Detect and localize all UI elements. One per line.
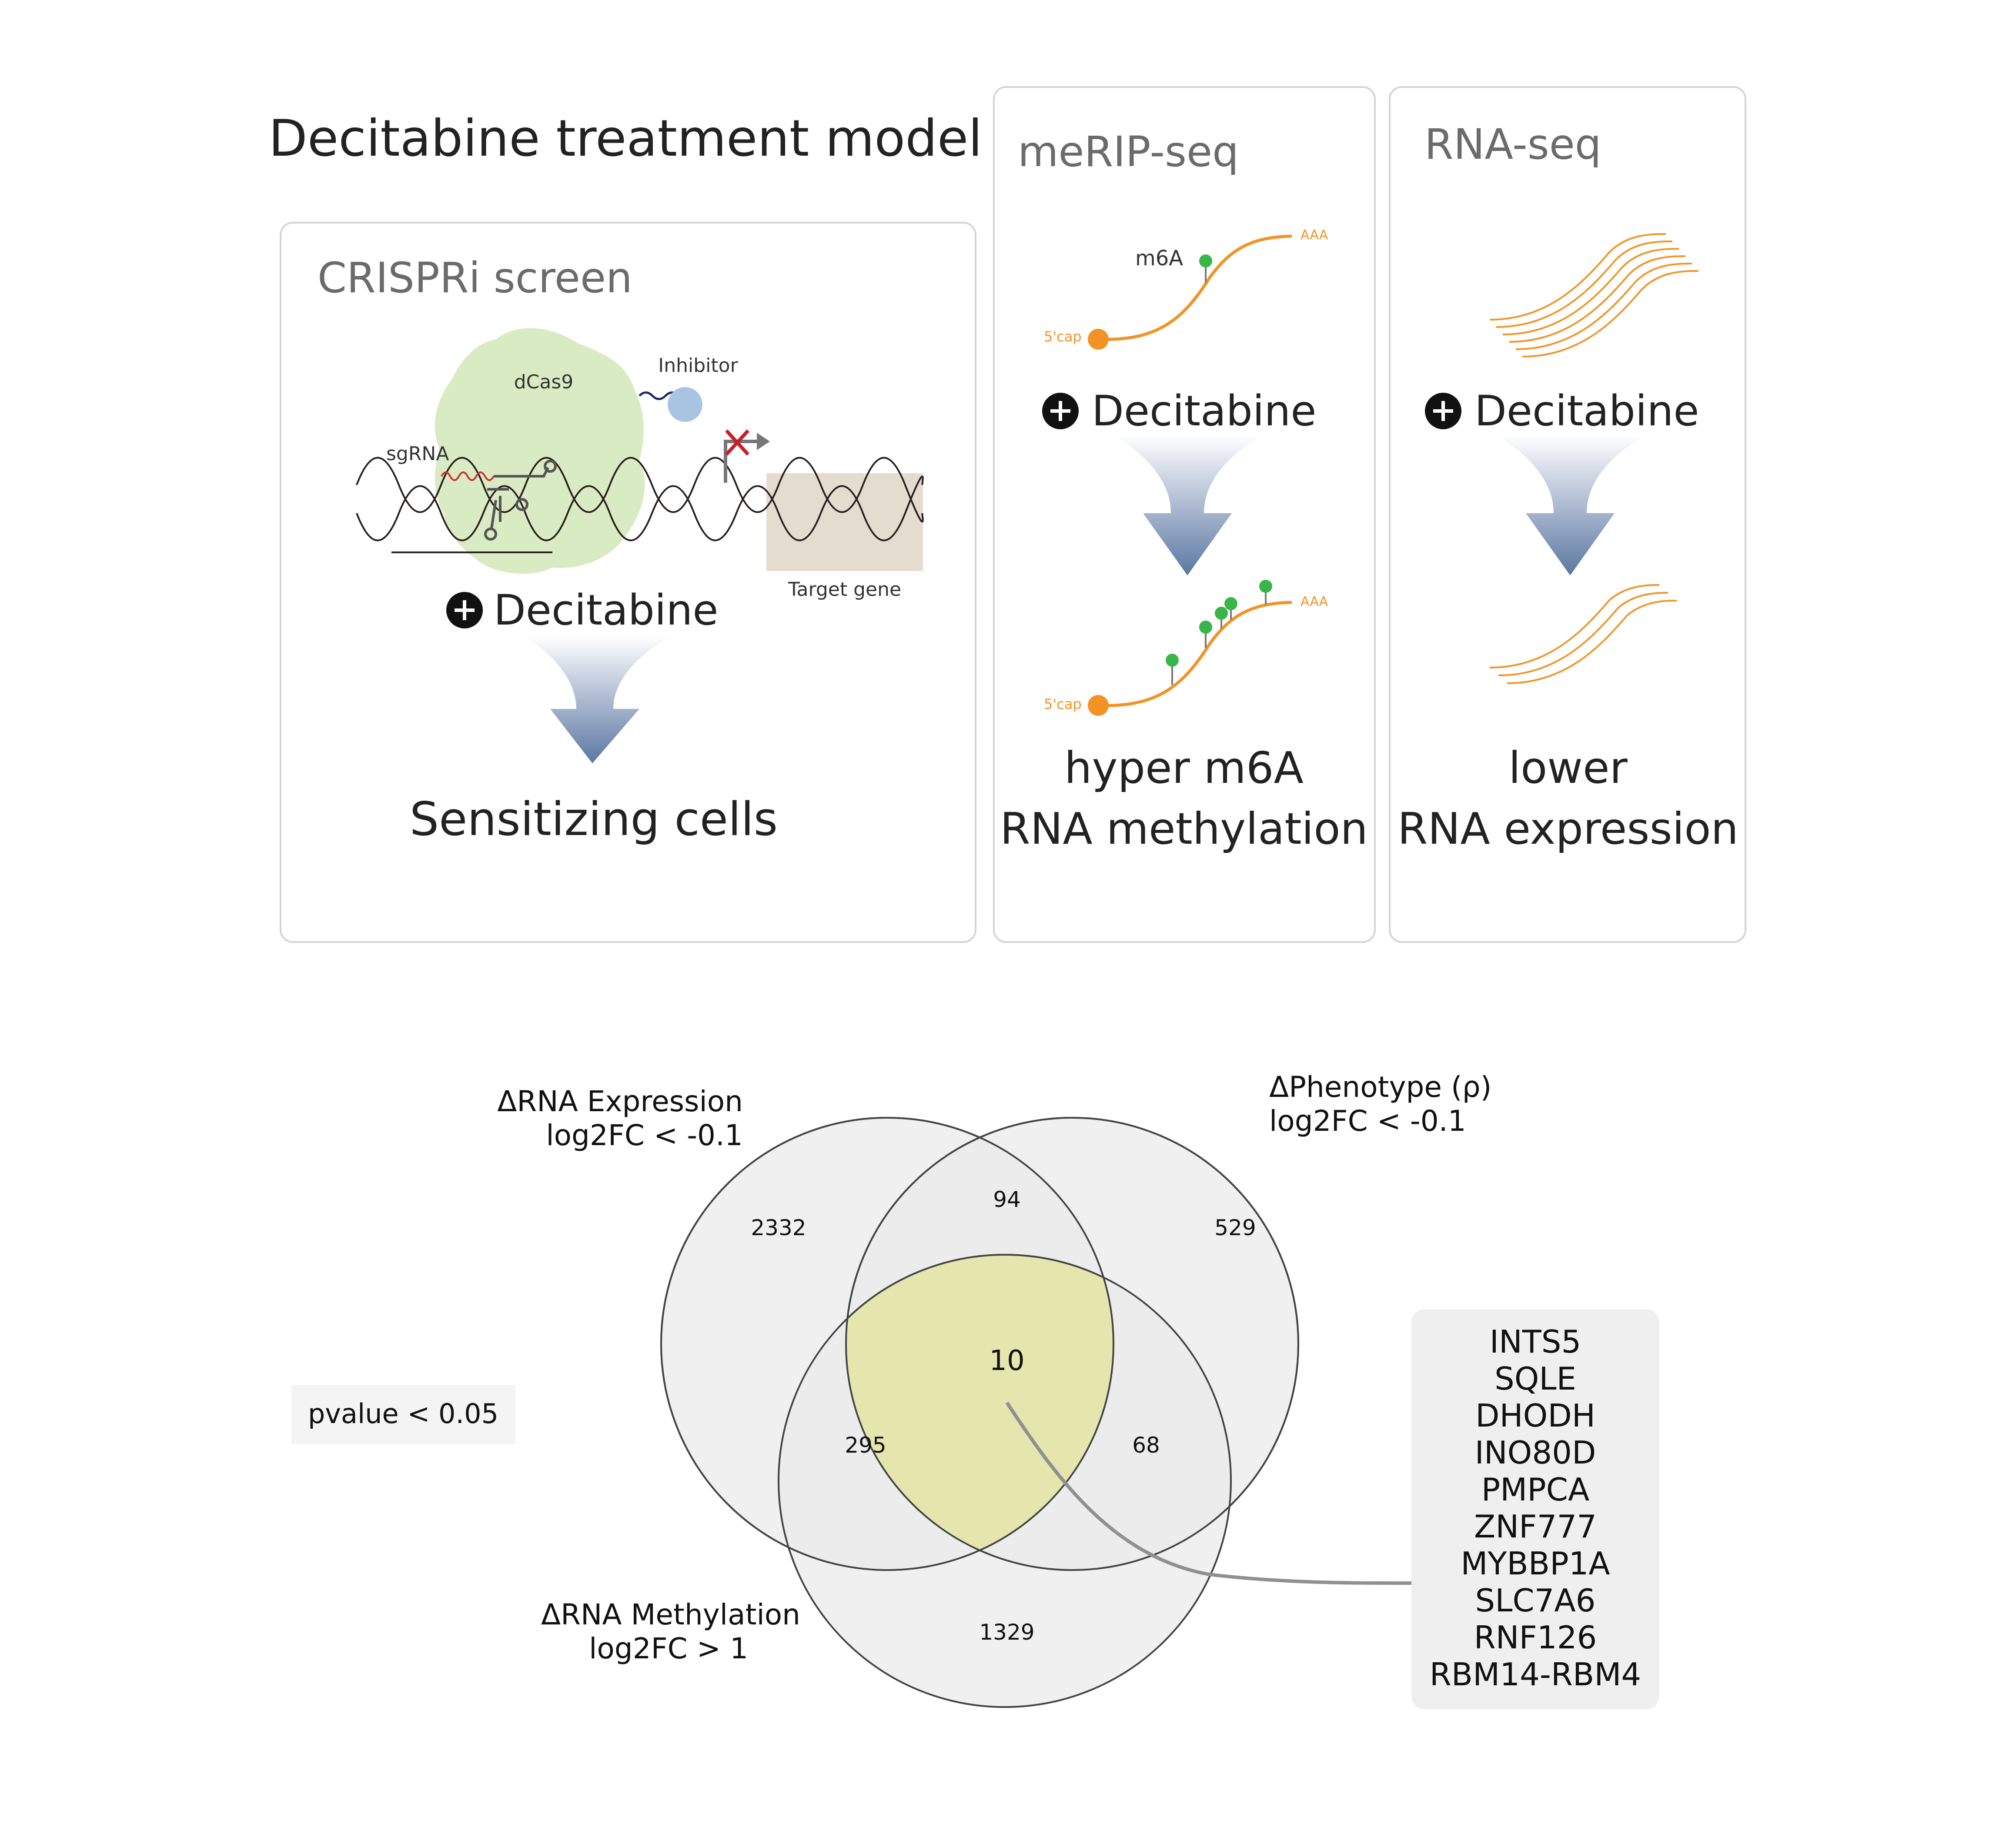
rna-transcripts-low xyxy=(1489,584,1677,684)
set-label-expression-line2: log2FC < -0.1 xyxy=(546,1119,743,1152)
count-expression-only: 2332 xyxy=(751,1215,806,1240)
merip-outcome-line2: RNA methylation xyxy=(1000,803,1368,854)
merip-cap-label-after: 5'cap xyxy=(1044,696,1082,712)
crispri-treatment-label: Decitabine xyxy=(494,586,718,635)
count-methylation-only: 1329 xyxy=(979,1620,1034,1645)
dna-strand-2 xyxy=(356,475,924,541)
promoter-arrow xyxy=(724,440,757,483)
gene-list-item: DHODH xyxy=(1475,1397,1595,1434)
gene-list-item: ZNF777 xyxy=(1474,1508,1597,1545)
gene-list-panel: INTS5SQLEDHODHINO80DPMPCAZNF777MYBBP1ASL… xyxy=(1411,1309,1659,1709)
m6a-site-before xyxy=(1199,254,1212,267)
rnaseq-funnel-arrow xyxy=(1496,435,1646,575)
gene-list-item: INTS5 xyxy=(1490,1323,1581,1360)
venn-triple-intersection xyxy=(846,1254,1113,1570)
sgrna-spacer xyxy=(441,471,495,481)
m6a-site-after-4 xyxy=(1224,597,1237,610)
dcas9-label: dCas9 xyxy=(514,371,574,393)
gene-list-item: RBM14-RBM4 xyxy=(1430,1656,1642,1693)
rnaseq-panel: RNA-seq Decitabine lower RNA expression xyxy=(1389,86,1746,943)
merip-polya-label-after: AAA xyxy=(1301,594,1328,609)
target-gene-region xyxy=(766,473,923,571)
merip-panel: meRIP-seq 5'cap AAA m6A Decitabine 5'cap… xyxy=(993,86,1376,943)
gene-list-item: MYBBP1A xyxy=(1461,1545,1610,1582)
merip-cap-after xyxy=(1088,695,1109,716)
gene-list: INTS5SQLEDHODHINO80DPMPCAZNF777MYBBP1ASL… xyxy=(1430,1323,1642,1693)
rnaseq-outcome-line1: lower xyxy=(1508,742,1628,793)
venn-outline-expression xyxy=(660,1117,1114,1571)
merip-cap-label-before: 5'cap xyxy=(1044,328,1082,345)
merip-funnel-arrow xyxy=(1113,435,1264,575)
merip-treatment-label: Decitabine xyxy=(1092,387,1316,435)
count-expression-methylation: 295 xyxy=(845,1433,886,1458)
set-label-expression-line1: ΔRNA Expression xyxy=(497,1085,743,1118)
model-title: Decitabine treatment model xyxy=(269,109,983,168)
merip-polya-label-before: AAA xyxy=(1301,227,1328,243)
gene-list-connector xyxy=(1005,1401,1412,1585)
m6a-site-after-3 xyxy=(1215,607,1228,620)
venn-diagram: 2332 94 529 10 295 68 1329 ΔRNA Expressi… xyxy=(497,1070,1491,1708)
inhibitor-label: Inhibitor xyxy=(658,354,738,377)
set-label-methylation-line2: log2FC > 1 xyxy=(589,1632,748,1665)
merip-cap-before xyxy=(1088,329,1109,350)
plus-icon-glyph xyxy=(455,600,475,620)
inhibitor-linker xyxy=(639,391,679,400)
pvalue-note: pvalue < 0.05 xyxy=(291,1385,515,1444)
venn-outline-phenotype xyxy=(845,1117,1299,1571)
pvalue-box xyxy=(291,1385,515,1444)
rnaseq-outcome-line2: RNA expression xyxy=(1397,803,1739,854)
gene-list-item: INO80D xyxy=(1475,1434,1596,1471)
target-gene-label: Target gene xyxy=(788,578,901,601)
count-expression-phenotype: 94 xyxy=(993,1187,1021,1212)
m6a-site-after-5 xyxy=(1259,580,1272,593)
sgrna-label: sgRNA xyxy=(386,443,449,465)
m6a-site-after-1 xyxy=(1166,654,1179,667)
merip-outcome-line1: hyper m6A xyxy=(1064,742,1304,793)
count-all-three: 10 xyxy=(989,1345,1024,1377)
crispri-funnel-arrow xyxy=(524,636,672,763)
set-label-phenotype-line2: log2FC < -0.1 xyxy=(1269,1104,1466,1138)
rnaseq-treatment-label: Decitabine xyxy=(1474,387,1699,435)
m6a-site-after-2 xyxy=(1199,621,1212,634)
sgrna-loop-3 xyxy=(484,528,497,541)
gene-list-item: SQLE xyxy=(1494,1360,1576,1397)
dcas9-protein-shape xyxy=(435,328,645,574)
blocked-mark-icon xyxy=(725,429,749,456)
sgrna-loop-1 xyxy=(544,460,557,473)
count-phenotype-methylation: 68 xyxy=(1132,1433,1160,1458)
set-label-methylation-line1: ΔRNA Methylation xyxy=(541,1598,800,1631)
crispri-outcome: Sensitizing cells xyxy=(410,792,778,846)
rnaseq-title: RNA-seq xyxy=(1424,120,1601,169)
m6a-label: m6A xyxy=(1135,246,1183,271)
merip-transcript-before xyxy=(1098,234,1292,341)
pvalue-label: pvalue < 0.05 xyxy=(308,1398,498,1430)
crispri-panel: CRISPRi screen dCas9 Inhibitor Target ge… xyxy=(280,222,976,943)
inhibitor-domain xyxy=(668,387,702,422)
dna-strand-1 xyxy=(356,457,924,523)
merip-transcript-after xyxy=(1098,601,1292,707)
plus-icon-glyph xyxy=(1433,401,1453,421)
sgrna-loop-2 xyxy=(515,498,528,511)
rna-transcripts-high xyxy=(1489,233,1699,358)
count-phenotype-only: 529 xyxy=(1214,1215,1256,1240)
gene-list-box xyxy=(1411,1309,1659,1709)
sgrna-scaffold xyxy=(487,467,549,529)
plus-icon-glyph xyxy=(1050,401,1070,421)
merip-title: meRIP-seq xyxy=(1018,127,1239,176)
promoter-arrowhead xyxy=(757,433,770,450)
gene-list-item: SLC7A6 xyxy=(1475,1582,1596,1619)
crispri-title: CRISPRi screen xyxy=(318,254,632,302)
gene-list-item: RNF126 xyxy=(1474,1619,1597,1656)
gene-list-item: PMPCA xyxy=(1481,1471,1589,1508)
set-label-phenotype-line1: ΔPhenotype (ρ) xyxy=(1269,1070,1491,1104)
